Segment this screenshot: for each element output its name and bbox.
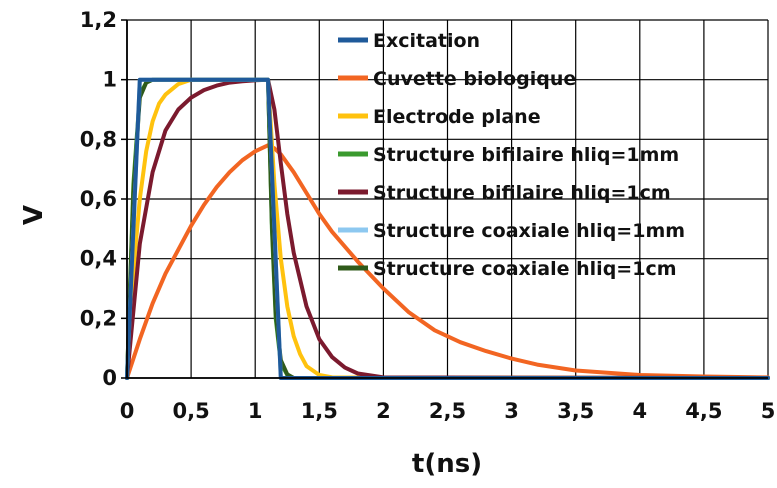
y-tick-label: 0,6 (80, 187, 117, 211)
legend-label: Excitation (373, 30, 480, 52)
series-line-2 (125, 143, 770, 380)
y-tick-label: 0,8 (80, 127, 117, 151)
x-axis-title: t(ns) (412, 449, 482, 479)
legend-label: Electrode plane (373, 106, 541, 128)
x-tick-label: 1 (248, 399, 263, 423)
y-tick-label: 0,4 (80, 247, 117, 271)
x-tick-label: 2 (376, 399, 391, 423)
x-tick-label: 4 (632, 399, 647, 423)
y-tick-label: 1 (102, 68, 117, 92)
x-tick-label: 4,5 (685, 399, 722, 423)
y-tick-label: 0,2 (80, 306, 117, 330)
legend-label: Structure bifilaire hliq=1mm (373, 144, 679, 166)
tick-labels: 0 0,5 1 1,5 2 2,5 3 3,5 4 4,5 5 0 0,2 0,4 0,6 0,8 1 1,2 (80, 8, 776, 423)
legend-label: Structure coaxiale hliq=1cm (373, 258, 677, 280)
x-tick-label: 5 (761, 399, 776, 423)
x-tick-label: 0 (120, 399, 135, 423)
x-tick-label: 2,5 (429, 399, 466, 423)
x-tick-label: 1,5 (301, 399, 338, 423)
legend-label: Structure bifilaire hliq=1cm (373, 182, 671, 204)
y-axis-title: V (19, 205, 49, 225)
x-tick-label: 3,5 (557, 399, 594, 423)
legend: Excitation Cuvette biologique Electrode pl… (338, 30, 685, 280)
y-tick-label: 1,2 (80, 8, 117, 32)
legend-label: Cuvette biologique (373, 68, 576, 90)
x-tick-label: 3 (504, 399, 519, 423)
series-lines (125, 77, 770, 380)
x-tick-label: 0,5 (172, 399, 209, 423)
axes (121, 19, 768, 379)
legend-label: Structure coaxiale hliq=1mm (373, 220, 685, 242)
y-tick-label: 0 (102, 366, 117, 390)
